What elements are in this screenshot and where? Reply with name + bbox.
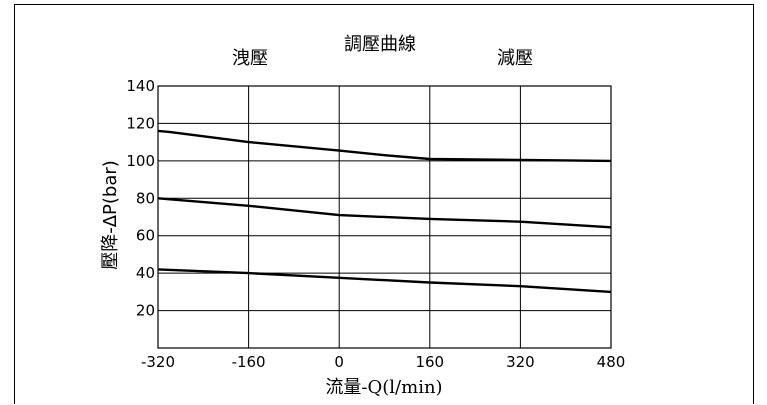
x-tick-label: 0 xyxy=(334,353,344,371)
y-tick-label: 40 xyxy=(136,264,155,282)
x-tick-label: 320 xyxy=(506,353,535,371)
series-line-1 xyxy=(157,129,612,163)
y-tick-label: 80 xyxy=(136,189,155,207)
y-tick-label: 60 xyxy=(136,227,155,245)
series-line-3 xyxy=(157,268,612,294)
x-tick-label: 480 xyxy=(597,353,626,371)
y-axis-ticks: 20 40 60 80 100 120 140 xyxy=(126,77,155,320)
y-tick-label: 120 xyxy=(126,114,155,132)
x-tick-label: -160 xyxy=(232,353,266,371)
region-label-left: 洩壓 xyxy=(232,48,268,69)
series-line-2 xyxy=(157,197,612,229)
region-label-right: 減壓 xyxy=(497,48,533,69)
x-tick-label: -320 xyxy=(141,353,175,371)
chart-title: 調壓曲線 xyxy=(344,34,416,55)
x-axis-label: 流量-Q(l/min) xyxy=(325,377,442,398)
x-tick-label: 160 xyxy=(415,353,444,371)
y-axis-label: 壓降-ΔP(bar) xyxy=(100,160,121,270)
series-lines xyxy=(157,129,612,294)
chart-frame xyxy=(14,4,754,404)
y-tick-label: 20 xyxy=(136,302,155,320)
x-axis-ticks: -320 -160 0 160 320 480 xyxy=(141,353,625,371)
plot-border xyxy=(157,85,612,349)
y-tick-label: 140 xyxy=(126,77,155,95)
y-tick-label: 100 xyxy=(126,152,155,170)
